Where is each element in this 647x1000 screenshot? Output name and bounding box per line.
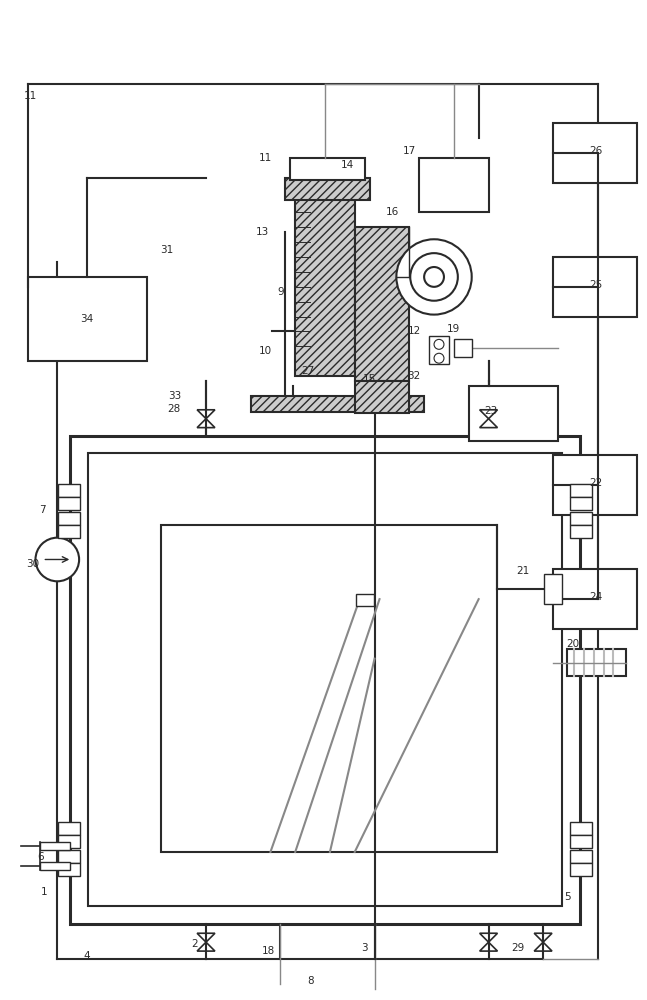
Text: 9: 9 [277, 287, 283, 297]
Bar [161, 525, 496, 852]
Text: 31: 31 [160, 245, 173, 255]
Text: 20: 20 [566, 639, 580, 649]
Text: 21: 21 [517, 566, 530, 576]
Bar [429, 336, 449, 364]
Circle shape [36, 538, 79, 581]
Text: 24: 24 [589, 592, 602, 602]
Bar [28, 277, 146, 361]
Text: 23: 23 [484, 406, 497, 416]
Circle shape [434, 353, 444, 363]
Bar [58, 835, 80, 848]
Text: 25: 25 [589, 280, 602, 290]
Text: 7: 7 [39, 505, 46, 515]
Bar [58, 525, 80, 538]
Bar [553, 123, 637, 183]
Text: 5: 5 [565, 892, 571, 902]
Bar [553, 569, 637, 629]
Text: 30: 30 [26, 559, 39, 569]
Bar [570, 822, 591, 835]
Circle shape [397, 239, 472, 315]
Bar [570, 835, 591, 848]
Bar [355, 227, 410, 381]
Bar [570, 497, 591, 510]
Bar [70, 436, 580, 924]
Bar [291, 158, 365, 180]
Bar [544, 574, 562, 604]
Bar [250, 396, 424, 412]
Circle shape [434, 339, 444, 349]
Bar [553, 257, 637, 317]
Text: 3: 3 [361, 943, 368, 953]
Bar [356, 594, 373, 606]
Bar [355, 381, 410, 413]
Text: 32: 32 [408, 371, 421, 381]
Text: 10: 10 [259, 346, 272, 356]
Text: 19: 19 [447, 324, 461, 334]
Text: 27: 27 [302, 366, 314, 376]
Text: 29: 29 [512, 943, 525, 953]
Text: 11: 11 [24, 91, 37, 101]
Text: 16: 16 [386, 207, 399, 217]
Bar [41, 862, 70, 870]
Text: 11: 11 [259, 153, 272, 163]
Bar [88, 453, 562, 906]
Bar [567, 649, 626, 676]
Bar [58, 822, 80, 835]
Text: 33: 33 [168, 391, 181, 401]
Bar [285, 178, 369, 200]
Bar [295, 198, 355, 376]
Circle shape [410, 253, 458, 301]
Text: 34: 34 [80, 314, 94, 324]
Bar [58, 512, 80, 525]
Text: 28: 28 [168, 404, 181, 414]
Bar [570, 850, 591, 863]
Text: 2: 2 [191, 939, 197, 949]
Text: 14: 14 [341, 160, 355, 170]
Text: 4: 4 [83, 951, 91, 961]
Text: 12: 12 [408, 326, 421, 336]
Text: 18: 18 [262, 946, 275, 956]
Bar [58, 497, 80, 510]
Text: 22: 22 [589, 478, 602, 488]
Bar [58, 863, 80, 876]
Text: 15: 15 [363, 374, 376, 384]
Text: 8: 8 [307, 976, 313, 986]
Bar [570, 863, 591, 876]
Text: 26: 26 [589, 146, 602, 156]
Bar [58, 484, 80, 497]
Text: 13: 13 [256, 227, 269, 237]
Circle shape [424, 267, 444, 287]
Bar [468, 386, 558, 441]
Text: 6: 6 [37, 852, 44, 862]
Bar [41, 842, 70, 850]
Bar [419, 158, 488, 212]
Bar [454, 339, 472, 357]
Text: 1: 1 [41, 887, 48, 897]
Bar [553, 455, 637, 515]
Bar [570, 484, 591, 497]
Text: 17: 17 [402, 146, 416, 156]
Bar [570, 512, 591, 525]
Bar [58, 850, 80, 863]
Bar [570, 525, 591, 538]
